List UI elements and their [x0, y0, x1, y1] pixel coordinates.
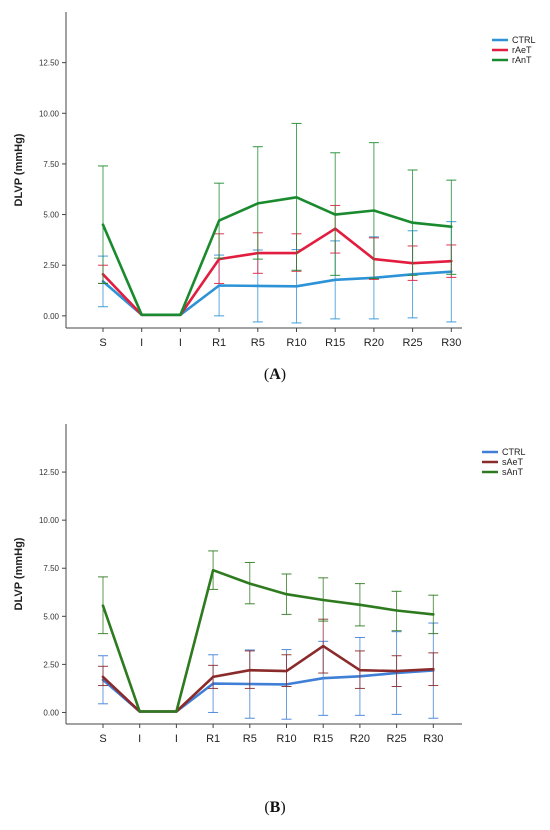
panel-label-close-paren: ) — [280, 799, 285, 816]
series-line-sant — [101, 568, 435, 713]
y-tick-label: 5.00 — [43, 612, 59, 621]
y-tick-label: 7.50 — [43, 160, 59, 169]
x-tick-label: I — [140, 337, 143, 349]
legend-label: CTRL — [502, 447, 526, 457]
y-tick-label: 10.00 — [39, 516, 60, 525]
y-tick-label: 5.00 — [43, 211, 59, 220]
data-point — [248, 582, 251, 585]
series-raet — [98, 204, 457, 317]
x-tick-label: R15 — [313, 733, 333, 745]
data-point — [256, 202, 259, 205]
x-tick-label: I — [138, 733, 141, 745]
x-tick-label: R10 — [276, 733, 296, 745]
x-tick-label: I — [175, 733, 178, 745]
x-tick-label: R5 — [243, 733, 257, 745]
x-tick-label: R1 — [212, 337, 226, 349]
x-tick-label: R25 — [387, 733, 407, 745]
data-point — [334, 278, 337, 281]
panel-label-close-paren: ) — [281, 366, 286, 383]
x-tick-label: R25 — [403, 337, 423, 349]
series-line-rant — [101, 196, 453, 317]
data-point — [295, 285, 298, 288]
y-axis-label: DLVP (mmHg) — [13, 537, 25, 610]
data-point — [217, 219, 221, 222]
x-tick-label: R5 — [251, 337, 265, 349]
series-saet — [98, 618, 439, 713]
data-point — [101, 604, 105, 607]
y-axis-label: DLVP (mmHg) — [13, 133, 25, 206]
x-tick-label: R10 — [286, 337, 306, 349]
y-tick-label: 10.00 — [39, 109, 60, 118]
x-tick-label: S — [99, 337, 106, 349]
panel-label-open-paren: ( — [264, 799, 269, 816]
data-point — [450, 225, 453, 228]
y-tick-label: 12.50 — [39, 468, 60, 477]
chart-panel-b: 0.00 2.50 5.00 7.50 10.00 12.50 S I I R1 R5 R10 R15 R… — [13, 424, 526, 816]
x-tick-label: I — [179, 337, 182, 349]
legend-label: sAnT — [502, 467, 524, 477]
data-point — [358, 668, 362, 672]
y-tick-label: 0.00 — [43, 312, 59, 321]
data-point — [179, 313, 182, 317]
x-tick-label: R30 — [441, 337, 461, 349]
panel-label-letter: A — [269, 366, 281, 383]
data-point — [248, 668, 251, 672]
y-tick-label: 7.50 — [43, 564, 59, 573]
series-sant — [98, 550, 439, 713]
data-point — [211, 675, 215, 679]
x-tick-label: R20 — [350, 733, 370, 745]
series-rant — [98, 122, 457, 317]
x-tick-label: R15 — [325, 337, 345, 349]
panel-label: (B) — [264, 799, 285, 816]
data-point — [358, 603, 362, 606]
panel-label-letter: B — [270, 799, 281, 816]
data-point — [395, 669, 398, 673]
data-point — [395, 609, 398, 612]
legend-label: rAnT — [512, 55, 532, 65]
data-point — [101, 223, 105, 226]
data-point — [322, 598, 325, 602]
data-point — [322, 644, 325, 648]
chart-panel-a: 0.00 2.50 5.00 7.50 10.00 12.50 S I I R1 R5 R10 R15 R… — [13, 12, 536, 383]
data-point — [432, 667, 435, 671]
y-tick-label: 2.50 — [43, 660, 59, 669]
data-point — [217, 284, 221, 287]
legend-label: CTRL — [512, 35, 536, 45]
data-point — [175, 710, 178, 713]
data-point — [432, 613, 435, 616]
x-tick-label: S — [99, 733, 106, 745]
series-ctrl — [98, 221, 457, 324]
data-point — [295, 196, 298, 199]
series-line-raet — [101, 227, 453, 317]
series-line-saet — [101, 644, 435, 713]
data-point — [101, 675, 105, 679]
legend-label: sAeT — [502, 457, 524, 467]
panel-label: (A) — [264, 366, 286, 383]
x-tick-label: R1 — [206, 733, 220, 745]
data-point — [411, 221, 414, 224]
data-point — [285, 669, 288, 673]
series-line-ctrl — [101, 669, 435, 713]
legend-label: rAeT — [512, 45, 532, 55]
data-point — [372, 209, 376, 212]
x-tick-label: R20 — [364, 337, 384, 349]
data-point — [138, 710, 141, 713]
data-point — [322, 677, 325, 680]
x-tick-label: R30 — [423, 733, 443, 745]
series-line-ctrl — [101, 270, 453, 317]
data-point — [256, 284, 259, 288]
y-tick-label: 12.50 — [39, 59, 60, 68]
data-point — [211, 568, 215, 572]
data-point — [140, 313, 143, 317]
data-point — [285, 592, 288, 596]
data-point — [334, 213, 337, 216]
y-tick-label: 2.50 — [43, 261, 59, 270]
y-tick-label: 0.00 — [43, 708, 59, 717]
panel-label-open-paren: ( — [264, 366, 269, 383]
